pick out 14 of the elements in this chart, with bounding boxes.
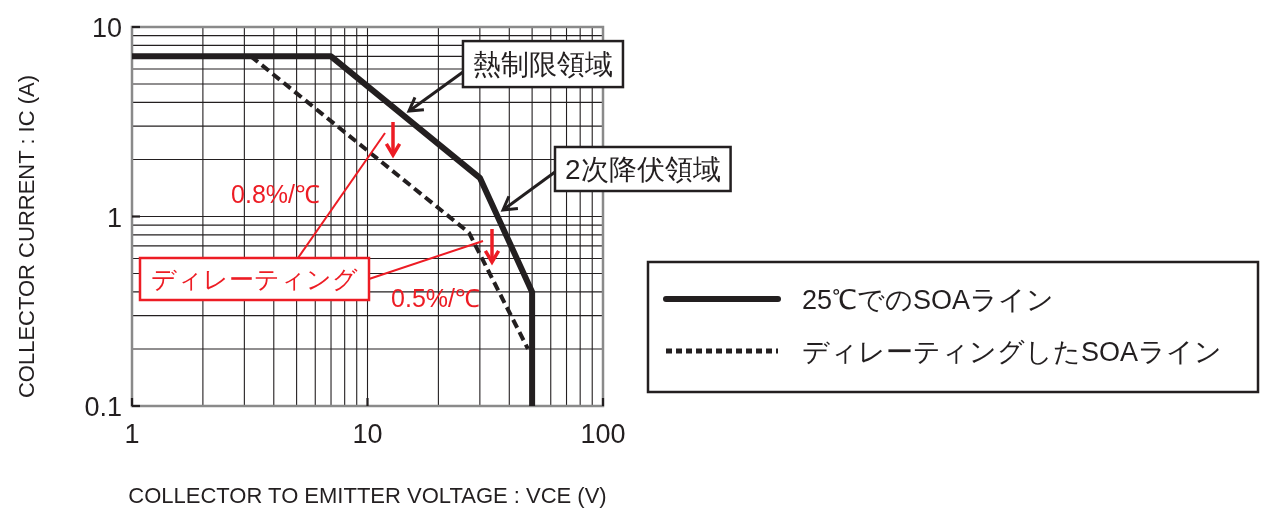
x-tick-label: 1 [124,419,140,449]
y-tick-label: 1 [106,202,122,233]
annotation: 2次降伏領域 [565,154,721,185]
annotation: 熱制限領域 [472,49,613,81]
x-tick-label: 10 [352,419,383,449]
annotation: ディレーティング [138,256,371,302]
annotation: ディレーティング [151,265,358,293]
y-tick-label: 10 [91,13,122,43]
y-axis-title: COLLECTOR CURRENT : IC (A) [14,74,39,399]
y-tick-label: 0.1 [84,392,122,422]
x-tick-label: 100 [580,419,626,449]
annotation: 熱制限領域 [461,39,625,89]
x-axis-title: COLLECTOR TO EMITTER VOLTAGE : VCE (V) [128,483,607,508]
annotation: 2次降伏領域 [553,145,732,193]
